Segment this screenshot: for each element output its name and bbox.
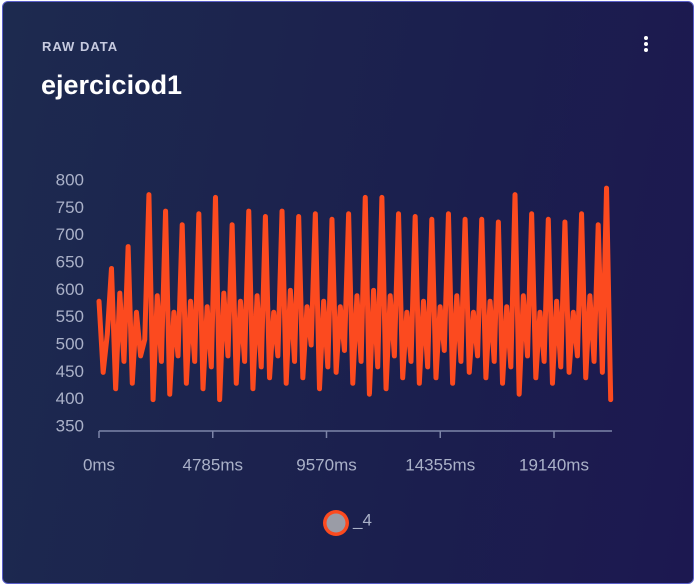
legend-label: _4: [352, 510, 372, 529]
y-tick-label: 800: [56, 170, 84, 189]
data-line: [96, 185, 614, 403]
x-tick-label: 9570ms: [296, 455, 356, 474]
card-title: ejerciciod1: [41, 70, 183, 100]
menu-button[interactable]: [639, 34, 653, 56]
y-tick-label: 400: [56, 389, 84, 408]
y-tick-label: 550: [56, 307, 84, 326]
y-tick-label: 350: [56, 416, 84, 435]
card-label: RAW DATA: [42, 39, 119, 54]
y-tick-label: 750: [56, 198, 84, 217]
y-tick-label: 600: [56, 280, 84, 299]
legend-marker-inner: [326, 513, 346, 533]
y-tick-label: 700: [56, 225, 84, 244]
x-tick-label: 0ms: [83, 455, 115, 474]
x-tick-label: 19140ms: [519, 455, 589, 474]
y-tick-label: 650: [56, 252, 84, 271]
y-tick-label: 450: [56, 362, 84, 381]
x-tick-label: 14355ms: [405, 455, 475, 474]
y-tick-label: 500: [56, 334, 84, 353]
x-tick-label: 4785ms: [183, 455, 243, 474]
